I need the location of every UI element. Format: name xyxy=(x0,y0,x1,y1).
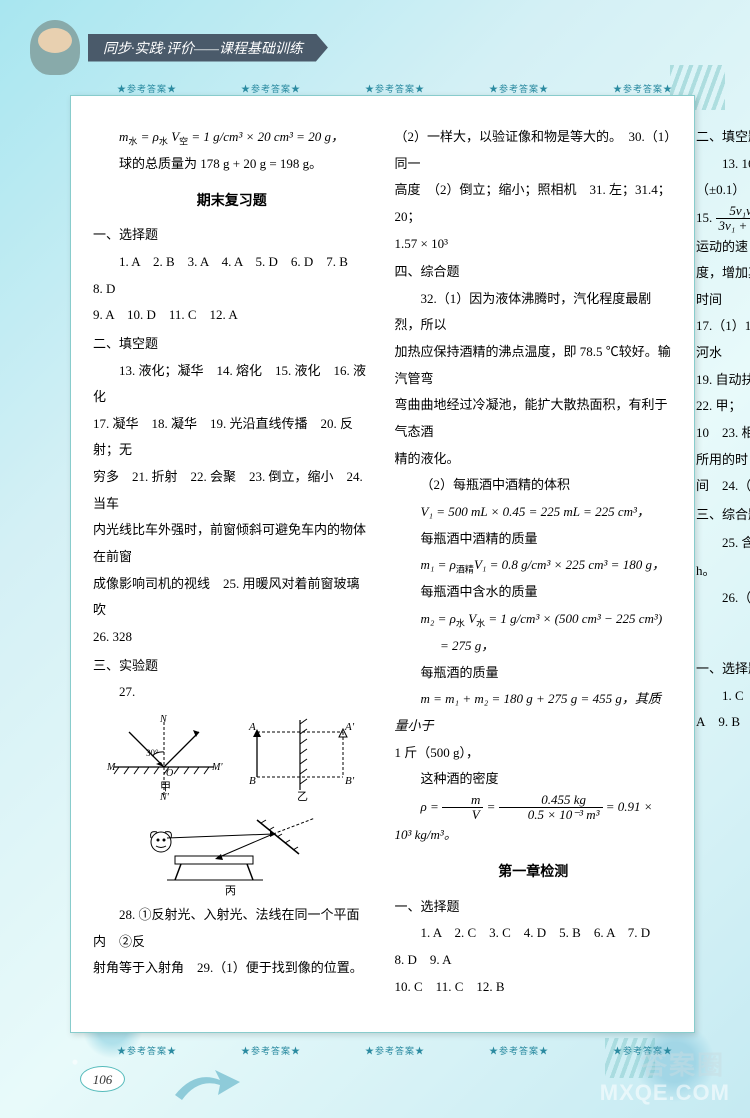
answer-row: 加热应保持酒精的沸点温度，即 78.5 ℃较好。输汽管弯 xyxy=(395,339,673,392)
page-header: 同步·实践·评价——课程基础训练 xyxy=(30,20,328,75)
answer-row: 弯曲曲地经过冷凝池，能扩大散热面积，有利于气态酒 xyxy=(395,392,673,445)
answer-row: 26.（1）5 m/s （2）4 m/s （3）7.5 m/s xyxy=(696,585,750,612)
tab-item: ★参考答案★ xyxy=(241,1044,301,1060)
diagram-mirror-image-icon: A A' B B' 乙 xyxy=(245,712,360,802)
subhead-comprehensive: 三、综合题 xyxy=(696,502,750,529)
svg-text:甲: 甲 xyxy=(160,781,171,793)
answer-row: 10. C 11. C 12. B xyxy=(395,974,673,1001)
svg-text:B: B xyxy=(249,775,256,787)
page-number: 106 xyxy=(80,1066,125,1092)
tab-item: ★参考答案★ xyxy=(365,1044,425,1060)
bottom-tabs: ★参考答案★ ★参考答案★ ★参考答案★ ★参考答案★ ★参考答案★ xyxy=(100,1044,690,1060)
text-line: 1 斤（500 g）， xyxy=(395,740,673,767)
section-title-ch2: 第二章检测 xyxy=(696,621,750,650)
svg-text:30°: 30° xyxy=(146,748,159,758)
content-columns: m水 = ρ水 V空 = 1 g/cm³ × 20 cm³ = 20 g， 球的… xyxy=(71,96,694,1032)
watermark-url: MXQE.COM xyxy=(600,1080,730,1106)
q27-label: 27. xyxy=(93,679,371,706)
answer-row: 26. 328 xyxy=(93,624,371,651)
svg-text:A: A xyxy=(248,721,256,733)
text-line: 每瓶酒中酒精的质量 xyxy=(395,526,673,553)
banner-title: 同步·实践·评价——课程基础训练 xyxy=(88,34,328,62)
formula-density: ρ = mV = 0.455 kg0.5 × 10⁻³ m³ = 0.91 × … xyxy=(395,793,673,849)
subhead-experiment: 三、实验题 xyxy=(93,653,371,680)
subhead-select: 一、选择题 xyxy=(696,656,750,683)
diagram-periscope-icon: 丙 xyxy=(139,808,324,896)
svg-text:乙: 乙 xyxy=(297,790,308,802)
section-title-ch1: 第一章检测 xyxy=(395,859,673,888)
formula-line: m₂ = ρ水 V水 = 1 g/cm³ × (500 cm³ − 225 cm… xyxy=(395,606,673,633)
answer-row: 17.（1）1 mm；2.50；337.5 18. 河岸（地面）；河水 xyxy=(696,313,750,366)
svg-text:N': N' xyxy=(159,792,170,802)
svg-text:A': A' xyxy=(344,721,355,733)
answer-row: 穷多 21. 折射 22. 会聚 23. 倒立，缩小 24. 当车 xyxy=(93,464,371,517)
answer-row: 1. A 2. B 3. A 4. A 5. D 6. D 7. B 8. D xyxy=(93,249,371,302)
answer-row: 15. 5v₁v₂3v₁ + 2v₂ 16. 刻度尺；秒表；要控制小车运动的速 xyxy=(696,204,750,260)
text-line: 每瓶酒的质量 xyxy=(395,660,673,687)
svg-text:M: M xyxy=(106,762,116,773)
answer-row: 射角等于入射角 29.（1）便于找到像的位置。 xyxy=(93,955,371,982)
diagram-row-2: 丙 xyxy=(93,808,371,896)
answer-row: 19. 自动扶梯；相对 20. 位置；静止 21. 190 22. 甲； xyxy=(696,367,750,420)
tab-item: ★参考答案★ xyxy=(489,1044,549,1060)
answer-row: 成像影响司机的视线 25. 用暖风对着前窗玻璃吹 xyxy=(93,571,371,624)
diagram-reflection-icon: 30° M M' N N' O 甲 xyxy=(104,712,224,802)
formula-line: m = m₁ + m₂ = 180 g + 275 g = 455 g，其质量小… xyxy=(395,686,673,739)
text-line: 每瓶酒中含水的质量 xyxy=(395,579,673,606)
subhead-fill: 二、填空题 xyxy=(696,124,750,151)
answer-row: 间 24.（1）4.84 （2）6.25 （3）5.19 xyxy=(696,473,750,500)
svg-text:B': B' xyxy=(345,775,355,787)
answer-row: 10 23. 相同时间内通过的距离；通过相同距离所用的时 xyxy=(696,420,750,473)
watermark-brand: 答案圈 xyxy=(641,1045,725,1082)
answer-row: 17. 凝华 18. 凝华 19. 光沿直线传播 20. 反射；无 xyxy=(93,411,371,464)
answer-row: 32.（1）因为液体沸腾时，汽化程度最剧烈，所以 xyxy=(395,286,673,339)
subhead-select: 一、选择题 xyxy=(93,222,371,249)
answer-row: 1. C 2. C 3. B 4. C 5. C 6. A 7. A 8. A … xyxy=(696,683,750,736)
svg-text:N: N xyxy=(159,714,168,725)
formula-line: = 275 g， xyxy=(395,633,673,660)
svg-text:O: O xyxy=(166,768,173,779)
subhead-select: 一、选择题 xyxy=(395,894,673,921)
tab-item: ★参考答案★ xyxy=(117,1044,177,1060)
answer-row: 13. 16；6.25 14. 3.84（±0.02）；19.2（±0.1） xyxy=(696,151,750,204)
formula-line: m水 = ρ水 V空 = 1 g/cm³ × 20 cm³ = 20 g， xyxy=(93,124,371,151)
answer-row: 9. A 10. D 11. C 12. A xyxy=(93,302,371,329)
svg-text:丙: 丙 xyxy=(225,885,236,896)
section-title-final: 期末复习题 xyxy=(93,188,371,217)
formula-line: m₁ = ρ酒精V₁ = 0.8 g/cm³ × 225 cm³ = 180 g… xyxy=(395,552,673,579)
answer-row: 度，增加其运动时间，从而便于测量小车运动的时间 xyxy=(696,260,750,313)
answer-row: 25. 含义略；至少需要 t = 12 km40 km/h = 0.3 h。 xyxy=(696,529,750,585)
answer-row: 高度 （2）倒立；缩小；照相机 31. 左；31.4；20； xyxy=(395,177,673,230)
answer-row: 28. ①反射光、入射光、法线在同一个平面内 ②反 xyxy=(93,902,371,955)
answer-row: 1. A 2. C 3. C 4. D 5. B 6. A 7. D 8. D … xyxy=(395,920,673,973)
svg-text:M': M' xyxy=(211,762,223,773)
subhead-fill: 二、填空题 xyxy=(93,331,371,358)
answer-row: 13. 液化；凝华 14. 熔化 15. 液化 16. 液化 xyxy=(93,358,371,411)
mascot-icon xyxy=(30,20,80,75)
diagram-row-1: 30° M M' N N' O 甲 xyxy=(93,712,371,802)
content-page: m水 = ρ水 V空 = 1 g/cm³ × 20 cm³ = 20 g， 球的… xyxy=(70,95,695,1033)
answer-row: 内光线比车外强时，前窗倾斜可避免车内的物体在前窗 xyxy=(93,517,371,570)
decorative-arrow-icon xyxy=(170,1060,250,1110)
formula-line: V₁ = 500 mL × 0.45 = 225 mL = 225 cm³， xyxy=(395,499,673,526)
text-line: 球的总质量为 178 g + 20 g = 198 g。 xyxy=(93,151,371,178)
text-line: 这种酒的密度 xyxy=(395,766,673,793)
answer-row: （2）一样大，以验证像和物是等大的。 30.（1）同一 xyxy=(395,124,673,177)
answer-row: （2）每瓶酒中酒精的体积 xyxy=(395,472,673,499)
subhead-comprehensive: 四、综合题 xyxy=(395,259,673,286)
answer-row: 精的液化。 xyxy=(395,446,673,473)
answer-row: 1.57 × 10³ xyxy=(395,231,673,258)
